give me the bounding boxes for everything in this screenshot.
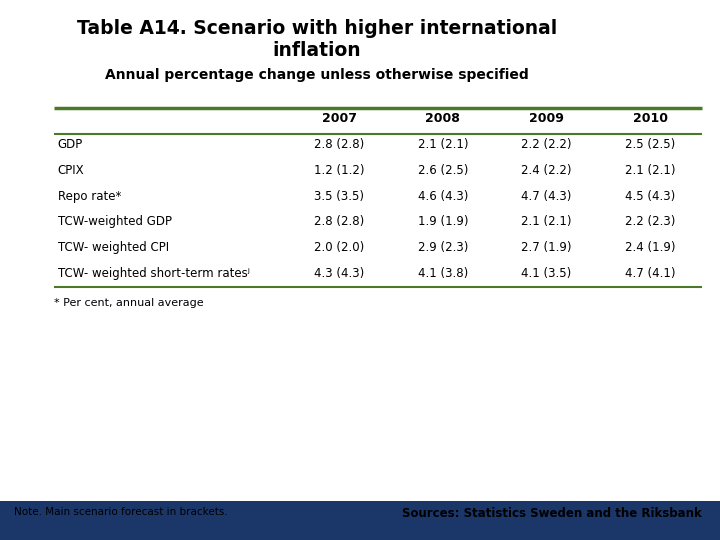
- Text: CPIX: CPIX: [58, 164, 84, 177]
- Text: Repo rate*: Repo rate*: [58, 190, 121, 202]
- Text: 3.5 (3.5): 3.5 (3.5): [314, 190, 364, 202]
- Text: 2.4 (2.2): 2.4 (2.2): [521, 164, 572, 177]
- Text: Sources: Statistics Sweden and the Riksbank: Sources: Statistics Sweden and the Riksb…: [402, 507, 702, 519]
- Text: ✦ ✦ ✦
 ✦ ✦
✦ ✦ ✦: ✦ ✦ ✦ ✦ ✦ ✦ ✦ ✦: [647, 38, 664, 55]
- Text: SVERIGES
RIKSBANK: SVERIGES RIKSBANK: [636, 80, 674, 92]
- Text: 2.8 (2.8): 2.8 (2.8): [314, 138, 364, 151]
- Text: 2.1 (2.1): 2.1 (2.1): [418, 138, 468, 151]
- Text: 2.7 (1.9): 2.7 (1.9): [521, 241, 572, 254]
- Text: TCW- weighted short-term ratesʲ: TCW- weighted short-term ratesʲ: [58, 267, 249, 280]
- Text: 2.0 (2.0): 2.0 (2.0): [314, 241, 364, 254]
- Text: Annual percentage change unless otherwise specified: Annual percentage change unless otherwis…: [105, 68, 528, 82]
- Text: 2.5 (2.5): 2.5 (2.5): [625, 138, 675, 151]
- Text: * Per cent, annual average: * Per cent, annual average: [54, 298, 204, 308]
- Text: GDP: GDP: [58, 138, 83, 151]
- Text: 2008: 2008: [426, 112, 460, 125]
- Text: 4.7 (4.3): 4.7 (4.3): [521, 190, 572, 202]
- Text: 1.9 (1.9): 1.9 (1.9): [418, 215, 468, 228]
- Text: 4.5 (4.3): 4.5 (4.3): [625, 190, 675, 202]
- Text: 2009: 2009: [529, 112, 564, 125]
- Text: 2.1 (2.1): 2.1 (2.1): [521, 215, 572, 228]
- Text: 2.4 (1.9): 2.4 (1.9): [625, 241, 675, 254]
- Text: 2.9 (2.3): 2.9 (2.3): [418, 241, 468, 254]
- Text: 2010: 2010: [633, 112, 667, 125]
- Text: Table A14. Scenario with higher international: Table A14. Scenario with higher internat…: [76, 19, 557, 38]
- Text: 2.8 (2.8): 2.8 (2.8): [314, 215, 364, 228]
- Text: 2.2 (2.2): 2.2 (2.2): [521, 138, 572, 151]
- Text: 4.1 (3.8): 4.1 (3.8): [418, 267, 468, 280]
- Text: inflation: inflation: [272, 40, 361, 59]
- Text: TCW-weighted GDP: TCW-weighted GDP: [58, 215, 171, 228]
- Text: TCW- weighted CPI: TCW- weighted CPI: [58, 241, 168, 254]
- Text: 2.2 (2.3): 2.2 (2.3): [625, 215, 675, 228]
- Text: 2.6 (2.5): 2.6 (2.5): [418, 164, 468, 177]
- Text: 4.1 (3.5): 4.1 (3.5): [521, 267, 572, 280]
- Text: 2007: 2007: [322, 112, 356, 125]
- Text: 4.6 (4.3): 4.6 (4.3): [418, 190, 468, 202]
- Text: 1.2 (1.2): 1.2 (1.2): [314, 164, 364, 177]
- Text: 4.3 (4.3): 4.3 (4.3): [314, 267, 364, 280]
- Text: 2.1 (2.1): 2.1 (2.1): [625, 164, 675, 177]
- Text: 4.7 (4.1): 4.7 (4.1): [625, 267, 675, 280]
- Text: Note. Main scenario forecast in brackets.: Note. Main scenario forecast in brackets…: [14, 507, 228, 517]
